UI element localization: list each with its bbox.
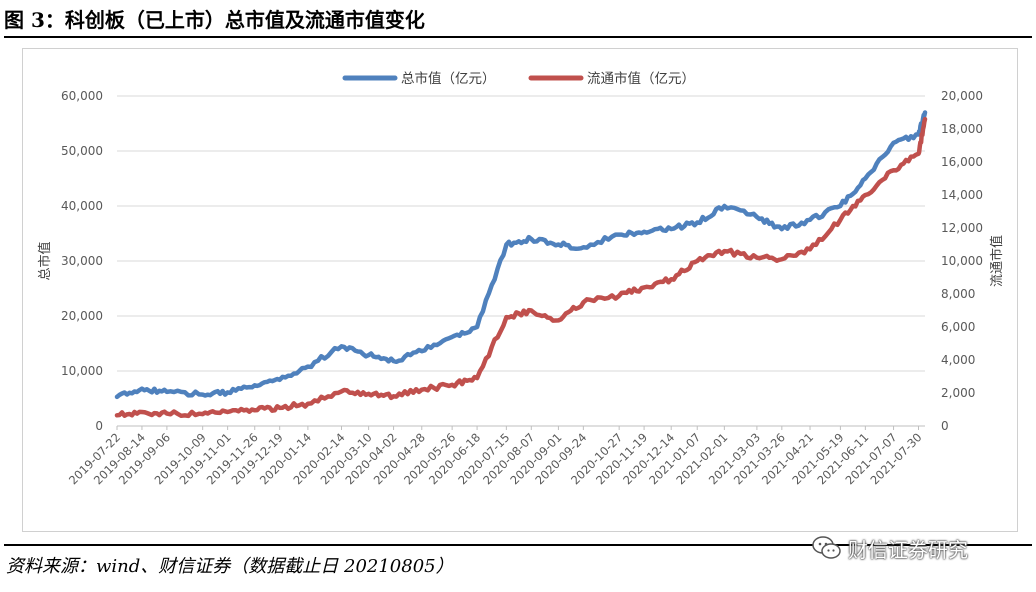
y2-tick-label: 6,000 <box>941 320 975 334</box>
source-rule <box>4 544 1032 546</box>
y2-tick-label: 0 <box>941 419 949 433</box>
watermark-text: 财信证券研究 <box>848 537 968 562</box>
y2-tick-label: 8,000 <box>941 287 975 301</box>
legend-total-label: 总市值（亿元） <box>401 70 496 87</box>
figure-title: 图 3：科创板（已上市）总市值及流通市值变化 <box>4 8 425 32</box>
y-tick-label: 40,000 <box>61 199 103 213</box>
y-tick-label: 10,000 <box>61 364 103 378</box>
title-rule <box>4 36 1032 38</box>
market-value-chart: 0 10,000 20,000 30,000 40,000 50,000 60,000 0 2,… <box>37 70 1005 487</box>
y-tick-label: 20,000 <box>61 309 103 323</box>
y2-tick-label: 18,000 <box>941 122 983 136</box>
y-axis-title: 总市值 <box>37 241 53 280</box>
y2-tick-label: 12,000 <box>941 221 983 235</box>
y-tick-label: 50,000 <box>61 144 103 158</box>
y2-tick-label: 4,000 <box>941 353 975 367</box>
chart-frame: 0 10,000 20,000 30,000 40,000 50,000 60,000 0 2,… <box>22 48 1018 532</box>
y2-tick-label: 16,000 <box>941 155 983 169</box>
series-line-total-market-value <box>114 110 928 400</box>
legend-float-label: 流通市值（亿元） <box>587 70 695 87</box>
y2-tick-label: 10,000 <box>941 254 983 268</box>
watermark: 财信证券研究 <box>812 532 968 564</box>
y-tick-label: 30,000 <box>61 254 103 268</box>
y2-tick-label: 20,000 <box>941 89 983 103</box>
y2-axis-title: 流通市值 <box>989 235 1005 287</box>
series-line-float-market-value <box>114 116 928 419</box>
source-note: 资料来源：wind、财信证券（数据截止日 20210805） <box>6 556 454 577</box>
y2-tick-label: 2,000 <box>941 386 975 400</box>
wechat-icon <box>812 536 841 559</box>
y-tick-label: 60,000 <box>61 89 103 103</box>
y2-tick-label: 14,000 <box>941 188 983 202</box>
y-tick-label: 0 <box>95 419 103 433</box>
